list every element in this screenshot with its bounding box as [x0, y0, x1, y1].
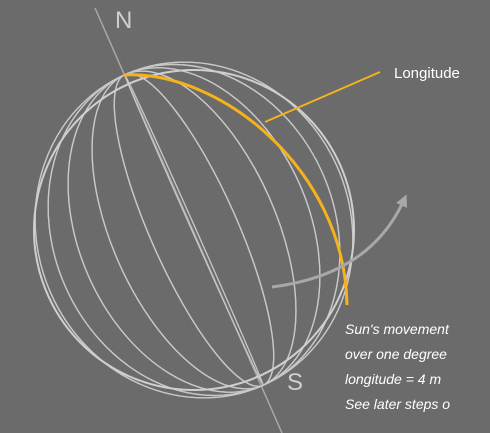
meridian	[47, 63, 341, 397]
meridian	[113, 73, 275, 387]
note-line: See later steps o	[345, 396, 450, 412]
meridian	[47, 63, 341, 397]
meridian	[124, 74, 264, 386]
pointer	[264, 71, 381, 123]
globe	[34, 61, 354, 399]
note-line: longitude = 4 m	[345, 371, 441, 387]
rotation-arrow	[271, 194, 407, 289]
meridian	[34, 61, 354, 399]
north-label: N	[115, 7, 132, 34]
longitude-label: Longitude	[394, 65, 460, 82]
meridian	[113, 73, 275, 387]
longitude-line	[123, 73, 349, 306]
axis	[94, 7, 283, 433]
south-label: S	[287, 369, 303, 396]
note-line: over one degree	[345, 346, 447, 362]
note-line: Sun's movement	[345, 321, 450, 337]
meridian	[34, 61, 354, 399]
globe-outline	[33, 69, 355, 391]
